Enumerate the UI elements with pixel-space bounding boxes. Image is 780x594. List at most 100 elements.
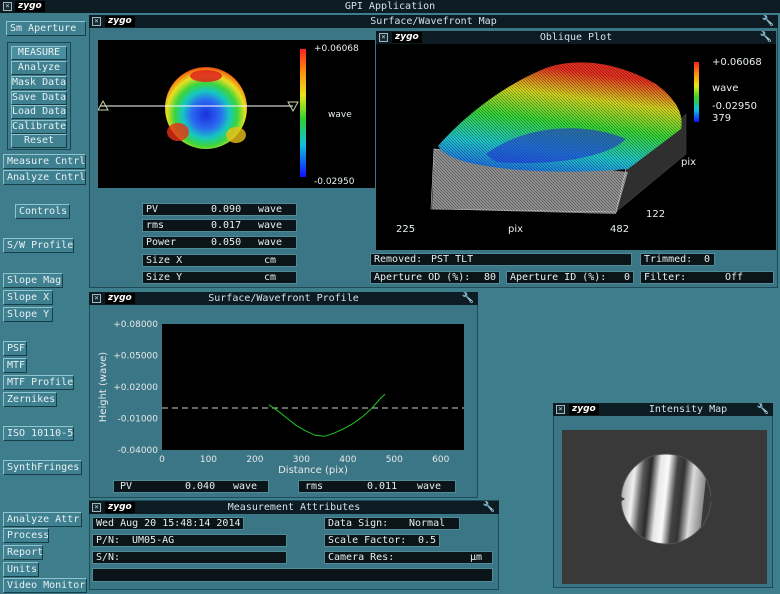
x-ticks: 0 100 200 300 400 500 600 bbox=[159, 455, 449, 465]
filter-value: Off bbox=[725, 272, 744, 283]
stat-power: Power 0.050 wave bbox=[142, 236, 297, 249]
filter-field: Filter: Off bbox=[640, 271, 774, 284]
stat-unit: cm bbox=[264, 272, 277, 283]
x-tick-label: 0 bbox=[159, 455, 165, 465]
slope-x-button[interactable]: Slope X bbox=[3, 290, 53, 305]
wrench-icon[interactable]: 🔧 bbox=[461, 293, 474, 304]
iso-10110-5-button[interactable]: ISO 10110-5 bbox=[3, 426, 74, 441]
trimmed-value: 0 bbox=[704, 254, 711, 265]
save-data-button[interactable]: Save Data bbox=[11, 91, 67, 105]
surface-map-titlebar[interactable]: × zygo Surface/Wavefront Map 🔧 bbox=[89, 15, 778, 28]
close-icon[interactable]: × bbox=[3, 2, 12, 11]
analyze-cntrl-button[interactable]: Analyze Cntrl bbox=[3, 170, 86, 185]
oblique-plot-display[interactable]: +0.06068 wave -0.02950 379 pix 122 225 p… bbox=[376, 44, 776, 250]
report-button[interactable]: Report bbox=[3, 545, 43, 560]
oblique-legend-unit: wave bbox=[712, 83, 739, 94]
disk-left-highlight bbox=[167, 123, 189, 141]
measure-button-group bbox=[7, 42, 71, 150]
close-icon[interactable]: × bbox=[556, 405, 565, 414]
mtf-profile-button[interactable]: MTF Profile bbox=[3, 375, 74, 390]
slope-y-button[interactable]: Slope Y bbox=[3, 307, 53, 322]
stat-label: PV bbox=[146, 204, 159, 215]
wrench-icon[interactable]: 🔧 bbox=[759, 32, 772, 43]
stat-label: Size X bbox=[146, 255, 183, 266]
profile-handle-left[interactable] bbox=[97, 99, 109, 111]
colorbar-max: +0.06068 bbox=[314, 44, 359, 54]
attributes-titlebar[interactable]: × zygo Measurement Attributes 🔧 bbox=[89, 501, 499, 514]
aperture-id-field: Aperture ID (%): 0 bbox=[506, 271, 634, 284]
controls-button[interactable]: Controls bbox=[15, 204, 70, 219]
close-icon[interactable]: × bbox=[92, 294, 101, 303]
sm-aperture-button[interactable]: Sm Aperture bbox=[6, 21, 86, 36]
profile-rms-field: rms 0.011 wave bbox=[298, 480, 456, 493]
measure-button[interactable]: MEASURE bbox=[11, 46, 67, 60]
x-tick-label: 300 bbox=[293, 455, 310, 465]
pn-field[interactable]: P/N: UM05-AG bbox=[92, 534, 287, 547]
oblique-axis-122: 122 bbox=[646, 209, 666, 220]
scale-factor-value: 0.5 bbox=[418, 535, 437, 546]
data-sign-value: Normal bbox=[409, 518, 446, 529]
wrench-icon[interactable]: 🔧 bbox=[756, 404, 769, 415]
x-tick-label: 400 bbox=[339, 455, 356, 465]
psf-button[interactable]: PSF bbox=[3, 341, 27, 356]
analyze-button[interactable]: Analyze bbox=[11, 61, 67, 75]
stat-value: 0.017 bbox=[211, 220, 242, 231]
sn-field[interactable]: S/N: bbox=[92, 551, 287, 564]
left-notch bbox=[620, 496, 625, 502]
zernikes-button[interactable]: Zernikes bbox=[3, 392, 57, 407]
profile-series-line bbox=[268, 393, 386, 437]
y-tick-label: +0.02000 bbox=[113, 383, 158, 393]
pn-label: P/N: bbox=[96, 535, 121, 546]
aperture-od-field: Aperture OD (%): 80 bbox=[370, 271, 500, 284]
zygo-logo: zygo bbox=[15, 1, 45, 12]
trimmed-label: Trimmed: bbox=[644, 254, 693, 265]
profile-handle-right[interactable] bbox=[287, 101, 299, 113]
intensity-titlebar[interactable]: × zygo Intensity Map 🔧 bbox=[553, 403, 773, 416]
disk-right-highlight bbox=[226, 127, 246, 143]
profile-titlebar[interactable]: × zygo Surface/Wavefront Profile 🔧 bbox=[89, 292, 478, 305]
process-button[interactable]: Process bbox=[3, 528, 49, 543]
comment-field[interactable] bbox=[92, 568, 493, 582]
reset-button[interactable]: Reset bbox=[11, 134, 67, 148]
close-icon[interactable]: × bbox=[92, 503, 101, 512]
slope-mag-button[interactable]: Slope Mag bbox=[3, 273, 63, 288]
filter-label: Filter: bbox=[644, 272, 687, 283]
mtf-button[interactable]: MTF bbox=[3, 358, 27, 373]
stat-unit: wave bbox=[258, 220, 283, 231]
video-monitor-button[interactable]: Video Monitor bbox=[3, 578, 87, 593]
close-icon[interactable]: × bbox=[379, 33, 388, 42]
calibrate-button[interactable]: Calibrate bbox=[11, 120, 67, 134]
sw-profile-button[interactable]: S/W Profile bbox=[3, 238, 74, 253]
stat-size-x: Size X cm bbox=[142, 254, 297, 267]
date-field: Wed Aug 20 15:48:14 2014 bbox=[92, 517, 244, 530]
analyze-attr-button[interactable]: Analyze Attr bbox=[3, 512, 82, 527]
aperture-od-label: Aperture OD (%): bbox=[374, 272, 471, 283]
load-data-button[interactable]: Load Data bbox=[11, 105, 67, 119]
oblique-skirt-mesh bbox=[432, 149, 628, 214]
oblique-titlebar[interactable]: × zygo Oblique Plot 🔧 bbox=[376, 31, 776, 44]
wrench-icon[interactable]: 🔧 bbox=[761, 16, 774, 27]
profile-title: Surface/Wavefront Profile bbox=[208, 293, 359, 304]
stat-value: 0.090 bbox=[211, 204, 242, 215]
fringe-pattern bbox=[621, 454, 709, 544]
rms-value: 0.011 bbox=[367, 481, 398, 492]
x-tick-label: 100 bbox=[200, 455, 217, 465]
stat-unit: cm bbox=[264, 255, 277, 266]
synth-fringes-button[interactable]: SynthFringes bbox=[3, 460, 82, 475]
intensity-title: Intensity Map bbox=[648, 404, 728, 415]
camera-res-unit: µm bbox=[470, 552, 483, 563]
intensity-display[interactable] bbox=[562, 430, 767, 584]
stat-pv: PV 0.090 wave bbox=[142, 203, 297, 216]
units-button[interactable]: Units bbox=[3, 562, 39, 577]
removed-value: PST TLT bbox=[431, 254, 474, 265]
oblique-legend-extra: 379 bbox=[712, 113, 732, 124]
wrench-icon[interactable]: 🔧 bbox=[482, 502, 495, 513]
close-icon[interactable]: × bbox=[92, 17, 101, 26]
profile-chart[interactable]: +0.08000 +0.05000 +0.02000 -0.01000 -0.04000… bbox=[94, 310, 474, 478]
surface-map-display[interactable]: +0.06068 wave -0.02950 bbox=[97, 40, 375, 188]
measure-cntrl-button[interactable]: Measure Cntrl bbox=[3, 154, 86, 169]
zygo-logo: zygo bbox=[105, 16, 135, 27]
mask-data-button[interactable]: Mask Data bbox=[11, 76, 67, 90]
zygo-logo: zygo bbox=[392, 32, 422, 43]
aperture-id-label: Aperture ID (%): bbox=[510, 272, 607, 283]
